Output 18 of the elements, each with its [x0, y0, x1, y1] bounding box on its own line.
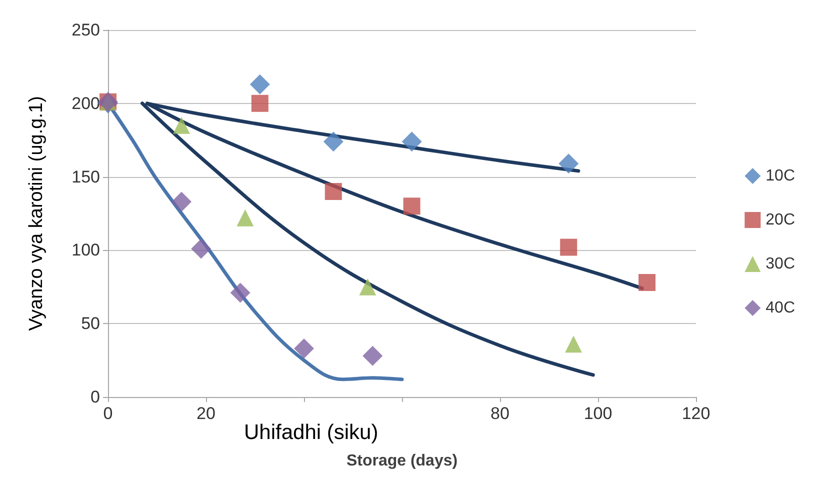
- y-axis-title: Vyanzo vya karotini (ug.g.1): [26, 96, 47, 331]
- x-tick-label: 0: [103, 404, 113, 423]
- x-axis-title: Storage (days): [346, 452, 458, 470]
- y-tick-label: 150: [72, 167, 100, 186]
- y-tick-label: 0: [90, 388, 100, 406]
- y-tick-label: 250: [72, 20, 100, 40]
- legend-label: 20C: [766, 212, 796, 228]
- y-tick-label: 200: [72, 94, 100, 113]
- legend-label: 10C: [766, 168, 796, 184]
- legend-label: 30C: [766, 256, 796, 272]
- x-tick-label: 100: [584, 404, 612, 423]
- x-tick-label: 120: [682, 404, 710, 423]
- text: Uhifadhi (siku): [244, 421, 378, 444]
- legend-label: 40C: [766, 300, 796, 316]
- x-tick-label: 80: [490, 404, 510, 423]
- x-tick-label: 20: [196, 404, 216, 423]
- y-tick-label: 100: [72, 240, 100, 260]
- y-tick-label: 50: [81, 314, 100, 334]
